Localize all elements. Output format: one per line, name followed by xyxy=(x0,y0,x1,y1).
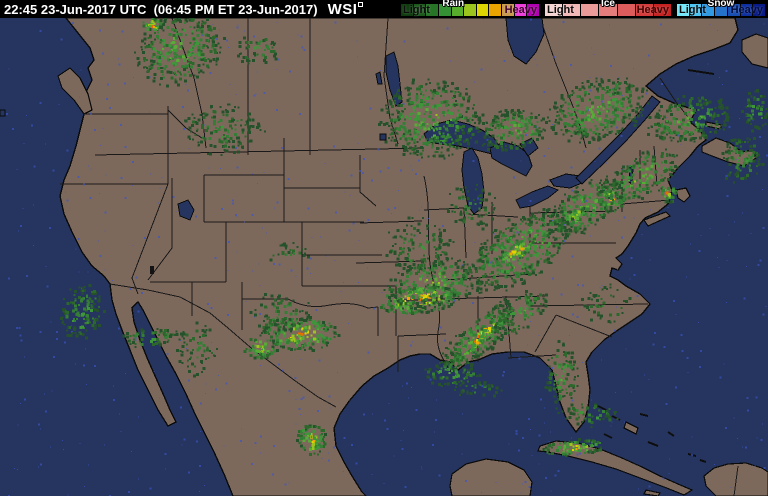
legend-title-ice: Ice xyxy=(601,0,615,9)
header-bar: 22:45 23-Jun-2017 UTC (06:45 PM ET 23-Ju… xyxy=(0,0,768,18)
legend-group-ice: Ice Light Heavy xyxy=(545,0,671,18)
st-lawrence-river xyxy=(575,95,661,185)
legend-title-rain: Rain xyxy=(442,0,465,9)
legend-swatch xyxy=(502,4,514,16)
legend-swatch xyxy=(514,4,527,16)
legend-swatch xyxy=(563,4,581,16)
legend-swatch xyxy=(451,4,464,16)
legend-light-label: Light xyxy=(547,4,574,16)
legend-heavy-label: Heavy xyxy=(504,4,537,16)
precip-legend: Rain Light Heavy Ice Light Heavy Snow Light Heav… xyxy=(395,0,768,18)
legend-title-snow: Snow xyxy=(707,0,735,9)
legend-light-label: Light xyxy=(679,4,706,16)
wsi-logo: WSI xyxy=(328,1,364,18)
small-islands xyxy=(597,69,715,463)
legend-swatch xyxy=(438,4,451,16)
legend-light-label: Light xyxy=(403,4,430,16)
legend-swatch xyxy=(401,4,413,16)
legend-swatch xyxy=(677,4,689,16)
legend-swatch xyxy=(413,4,426,16)
jamaica xyxy=(643,489,661,496)
yucatan xyxy=(449,458,533,496)
lake-manitoba xyxy=(375,71,383,85)
legend-swatch xyxy=(689,4,702,16)
radar-map xyxy=(0,18,768,496)
legend-group-rain: Rain Light Heavy xyxy=(401,0,540,18)
andros-island xyxy=(623,421,639,435)
legend-swatch xyxy=(464,4,476,16)
legend-swatch xyxy=(753,4,766,16)
newfoundland xyxy=(741,33,768,69)
legend-gradient-snow xyxy=(677,4,766,16)
legend-swatch xyxy=(727,4,740,16)
legend-gradient-ice xyxy=(545,4,671,16)
legend-gradient-rain xyxy=(401,4,540,16)
legend-swatch xyxy=(581,4,599,16)
anticosti-island xyxy=(687,69,715,75)
legend-swatch xyxy=(545,4,563,16)
timestamp-text: 22:45 23-Jun-2017 UTC (06:45 PM ET 23-Ju… xyxy=(4,1,318,17)
lake-mead xyxy=(150,266,154,274)
legend-swatch xyxy=(599,4,617,16)
legend-swatch xyxy=(740,4,753,16)
cape-cod xyxy=(675,187,691,203)
radar-echoes xyxy=(59,18,768,457)
james-bay xyxy=(505,18,545,65)
legend-swatch xyxy=(653,4,671,16)
lake-of-the-woods xyxy=(379,133,387,141)
legend-swatch xyxy=(527,4,540,16)
legend-group-snow: Snow Light Heavy xyxy=(677,0,766,18)
great-salt-lake xyxy=(177,199,195,221)
legend-swatch xyxy=(702,4,715,16)
vancouver-island xyxy=(57,67,93,115)
legend-swatch xyxy=(617,4,635,16)
lake-huron xyxy=(489,141,533,177)
long-island xyxy=(643,211,672,227)
north-america-landmass xyxy=(59,18,739,496)
legend-swatch xyxy=(635,4,653,16)
legend-swatch xyxy=(715,4,727,16)
logo-degree-icon xyxy=(358,1,364,7)
legend-swatch xyxy=(489,4,502,16)
legend-heavy-label: Heavy xyxy=(730,4,763,16)
legend-heavy-label: Heavy xyxy=(636,4,669,16)
legend-swatch xyxy=(426,4,438,16)
lake-erie xyxy=(515,185,559,209)
state-borders xyxy=(60,18,739,496)
legend-swatch xyxy=(476,4,489,16)
lake-nipigon xyxy=(0,109,6,117)
